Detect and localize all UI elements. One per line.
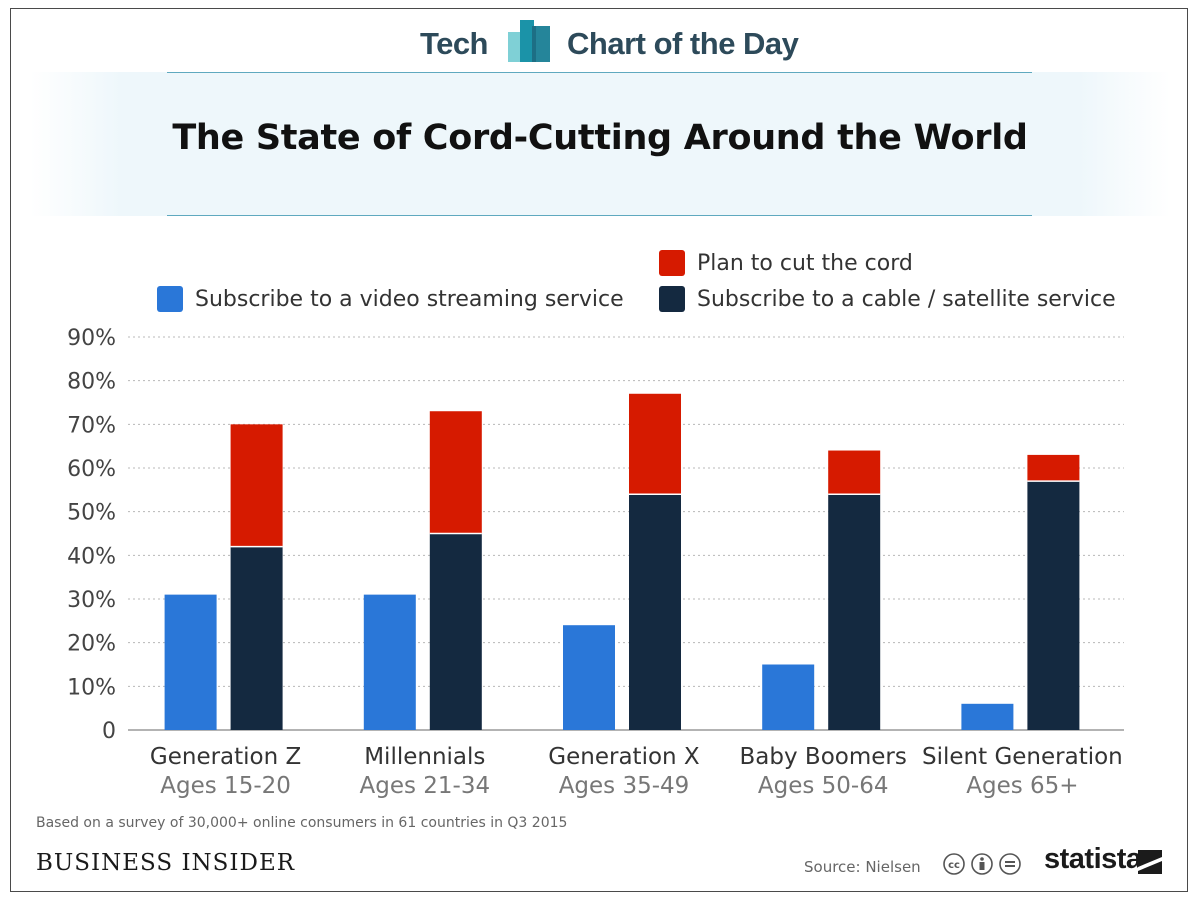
bar-plan-cut (1027, 454, 1080, 482)
x-category-label: Baby Boomers (740, 744, 907, 770)
y-tick-label: 0 (102, 719, 116, 744)
bar-plan-cut (429, 411, 482, 534)
y-tick-label: 80% (67, 370, 116, 395)
statista-logo: statista (1044, 843, 1142, 875)
bar-plan-cut (629, 393, 681, 495)
legend-cable-swatch (659, 286, 685, 312)
footnote: Based on a survey of 30,000+ online cons… (36, 815, 568, 831)
y-tick-label: 70% (67, 413, 116, 438)
bar-chart-logo-icon (508, 20, 550, 62)
business-insider-logo: BUSINESS INSIDER (36, 850, 296, 876)
bar-plan-cut (828, 450, 881, 495)
x-category-label: Generation Z (150, 744, 301, 770)
title-rule-bottom (167, 215, 1032, 216)
statista-mark-icon (1138, 850, 1162, 874)
bar-streaming (762, 664, 815, 730)
bar-cable (1027, 481, 1080, 730)
chart-title: The State of Cord-Cutting Around the Wor… (172, 118, 1028, 158)
y-tick-label: 90% (67, 326, 116, 351)
bar-cable (828, 494, 881, 730)
bar-cable (429, 533, 482, 730)
legend-cable-label: Subscribe to a cable / satellite service (697, 286, 1116, 312)
bar-cable (629, 494, 681, 730)
bar-plan-cut (230, 424, 283, 547)
y-tick-label: 20% (67, 632, 116, 657)
legend-streaming-label: Subscribe to a video streaming service (195, 286, 624, 312)
creative-commons-icons: cc (943, 853, 1021, 875)
legend-plan-cut-label: Plan to cut the cord (697, 250, 913, 276)
bar-streaming (563, 625, 615, 730)
bar-streaming (363, 594, 416, 730)
legend-plan-cut: Plan to cut the cord (659, 250, 913, 276)
bar-streaming (961, 703, 1014, 730)
legend-cable: Subscribe to a cable / satellite service (659, 286, 1116, 312)
y-tick-label: 30% (67, 588, 116, 613)
x-subcategory-label: Ages 65+ (966, 773, 1078, 799)
bar-streaming (164, 594, 217, 730)
x-subcategory-label: Ages 50-64 (758, 773, 889, 799)
y-tick-label: 10% (67, 675, 116, 700)
svg-text:cc: cc (948, 860, 960, 871)
title-rule-top (167, 72, 1032, 73)
x-subcategory-label: Ages 35-49 (559, 773, 690, 799)
header-tech-label: Tech (419, 26, 489, 61)
bar-cable (230, 546, 283, 730)
x-category-label: Millennials (364, 744, 485, 770)
y-tick-label: 50% (67, 501, 116, 526)
title-band (30, 72, 1170, 216)
y-tick-label: 60% (67, 457, 116, 482)
header-chart-of-day-label: Chart of the Day (567, 26, 799, 61)
legend-streaming: Subscribe to a video streaming service (157, 286, 624, 312)
header: Tech Chart of the Day (0, 20, 1200, 70)
x-subcategory-label: Ages 21-34 (359, 773, 490, 799)
source-label: Source: Nielsen (804, 858, 921, 876)
bar-chart: 0 10% 20% 30% 40% 50% 60% 70% 80% 90% Generation Z… (67, 326, 1124, 799)
x-subcategory-label: Ages 15-20 (160, 773, 291, 799)
legend-streaming-swatch (157, 286, 183, 312)
x-category-label: Generation X (548, 744, 700, 770)
legend-plan-cut-swatch (659, 250, 685, 276)
y-tick-label: 40% (67, 544, 116, 569)
x-category-label: Silent Generation (922, 744, 1123, 770)
